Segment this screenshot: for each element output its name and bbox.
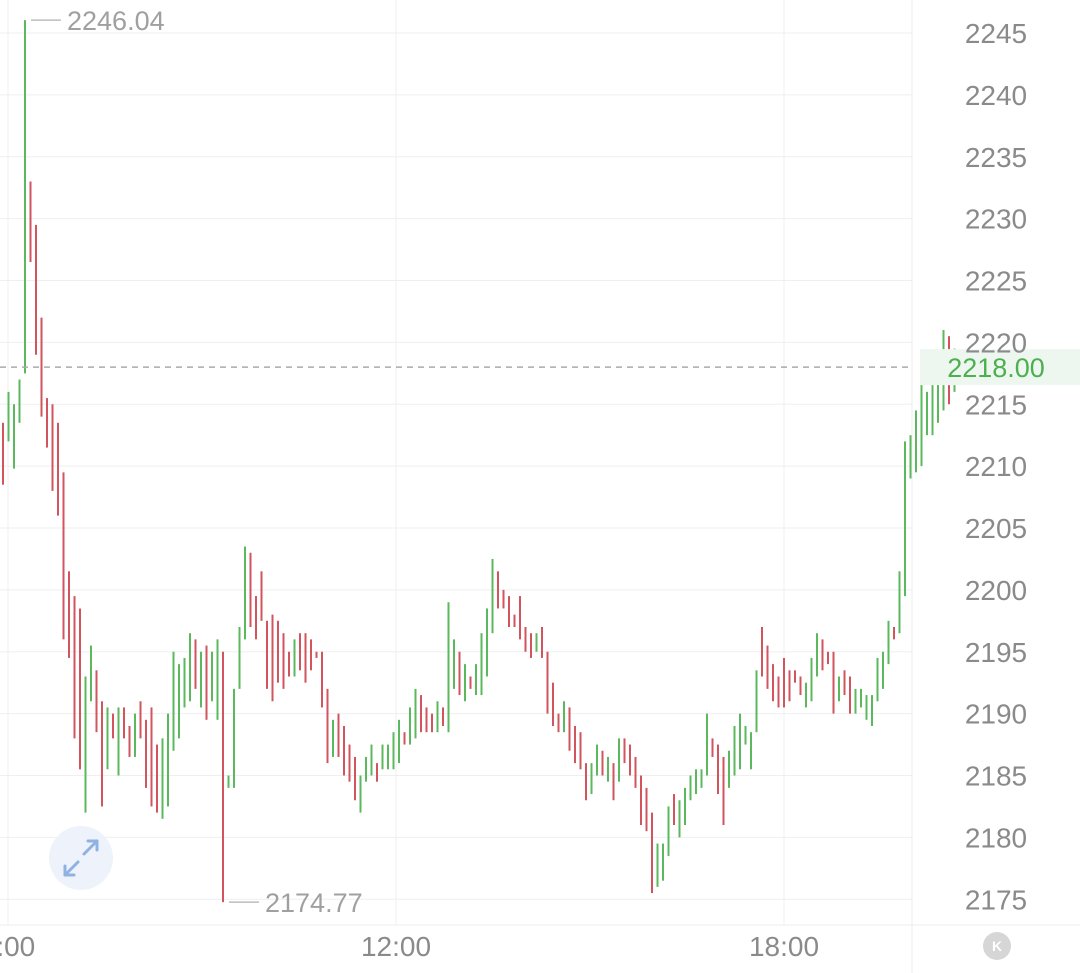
- collapse-glyph: K: [992, 938, 1002, 954]
- high-annotation-label: 2246.04: [67, 6, 165, 36]
- expand-button[interactable]: [49, 826, 113, 890]
- y-tick-label: 2245: [965, 18, 1027, 49]
- ohlc-bars: [2, 20, 956, 903]
- y-tick-label: 2200: [965, 575, 1027, 606]
- expand-arrows-icon: [63, 839, 99, 877]
- y-tick-label: 2195: [965, 637, 1027, 668]
- current-price-badge: [920, 349, 1080, 386]
- collapse-k-icon: [983, 932, 1011, 960]
- current-price-label: 2218.00: [947, 353, 1045, 383]
- x-tick-label: 18:00: [749, 931, 819, 962]
- y-tick-label: 2210: [965, 451, 1027, 482]
- y-tick-label: 2190: [965, 699, 1027, 730]
- y-tick-label: 2225: [965, 266, 1027, 297]
- x-tick-label: 6:00: [0, 931, 35, 962]
- y-tick-label: 2180: [965, 822, 1027, 853]
- y-tick-label: 2230: [965, 204, 1027, 235]
- annotations: 2218.00 2246.04 2174.77: [0, 6, 1080, 918]
- collapse-button[interactable]: K: [983, 932, 1011, 960]
- y-tick-label: 2185: [965, 761, 1027, 792]
- y-tick-label: 2235: [965, 142, 1027, 173]
- expand-button-background: [49, 826, 113, 890]
- low-annotation-label: 2174.77: [265, 888, 363, 918]
- y-tick-label: 2205: [965, 513, 1027, 544]
- y-tick-label: 2175: [965, 884, 1027, 915]
- y-tick-label: 2240: [965, 80, 1027, 111]
- x-axis: 6:00 12:00 18:00: [0, 931, 819, 962]
- x-tick-label: 12:00: [361, 931, 431, 962]
- y-tick-label: 2220: [965, 327, 1027, 358]
- y-axis: 2245 2240 2235 2230 2225 2220 2215 2210 2205 2200…: [965, 18, 1027, 915]
- y-tick-label: 2215: [965, 389, 1027, 420]
